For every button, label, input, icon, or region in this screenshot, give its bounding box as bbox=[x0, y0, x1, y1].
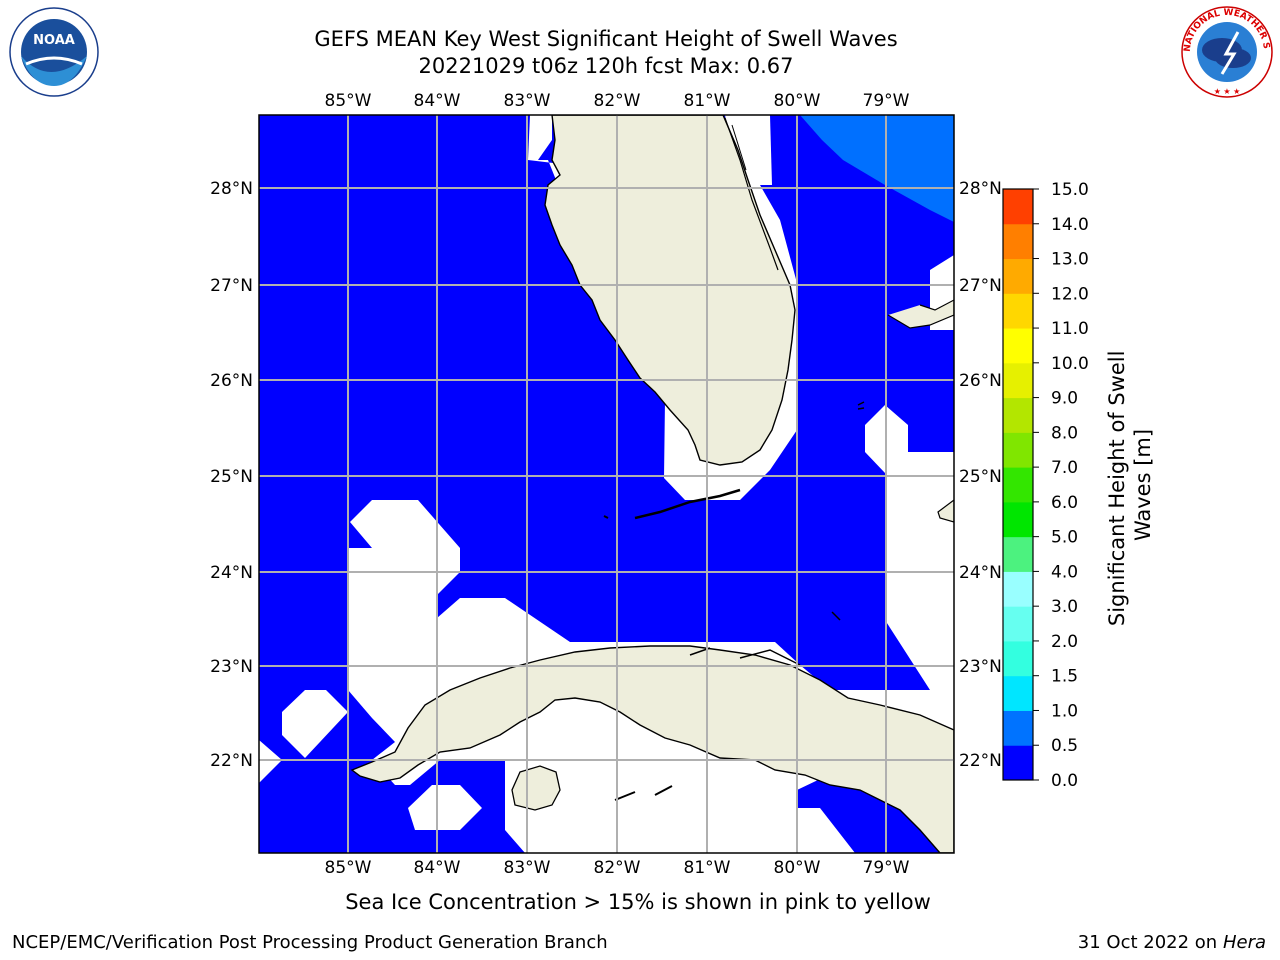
colorbar-segment bbox=[1003, 258, 1033, 294]
svg-text:★ ★ ★: ★ ★ ★ bbox=[1214, 87, 1241, 96]
colorbar-segment bbox=[1003, 571, 1033, 607]
colorbar-segment bbox=[1003, 606, 1033, 642]
cuba-land bbox=[350, 645, 954, 853]
map-title: GEFS MEAN Key West Significant Height of… bbox=[314, 27, 898, 51]
lon-label-top: 85°W bbox=[325, 91, 372, 111]
lat-label-left: 23°N bbox=[210, 657, 253, 677]
colorbar-tick-label: 10.0 bbox=[1051, 354, 1089, 374]
colorbar-segment bbox=[1003, 745, 1033, 781]
florida-land bbox=[544, 115, 796, 466]
colorbar-segment bbox=[1003, 640, 1033, 677]
lon-label-bottom: 85°W bbox=[325, 858, 372, 878]
colorbar-tick-label: 8.0 bbox=[1051, 423, 1078, 443]
colorbar-segment bbox=[1003, 710, 1033, 746]
map-subtitle: 20221029 t06z 120h fcst Max: 0.67 bbox=[418, 54, 794, 78]
nws-logo: NATIONAL WEATHER SERVICE ★ ★ ★ bbox=[1178, 4, 1273, 98]
lon-label-bottom: 84°W bbox=[414, 858, 461, 878]
colorbar-tick-label: 4.0 bbox=[1051, 562, 1078, 582]
footer-credit: NCEP/EMC/Verification Post Processing Pr… bbox=[12, 932, 608, 953]
footer-date-text: 31 Oct 2022 on bbox=[1077, 932, 1223, 953]
lon-label-bottom: 80°W bbox=[774, 858, 821, 878]
colorbar-segment bbox=[1003, 536, 1033, 572]
lon-label-top: 82°W bbox=[594, 91, 641, 111]
lon-label-bottom: 83°W bbox=[504, 858, 551, 878]
colorbar-segment bbox=[1003, 189, 1033, 225]
colorbar-segment bbox=[1003, 432, 1033, 468]
lat-label-right: 23°N bbox=[959, 657, 1002, 677]
lon-label-top: 80°W bbox=[774, 91, 821, 111]
colorbar-tick-label: 13.0 bbox=[1051, 250, 1089, 270]
lat-label-left: 26°N bbox=[210, 371, 253, 391]
lon-label-bottom: 82°W bbox=[594, 858, 641, 878]
colorbar-tick-label: 3.0 bbox=[1051, 597, 1078, 617]
graticule bbox=[259, 115, 954, 853]
colorbar bbox=[1002, 188, 1034, 781]
svg-text:Significant Height of Swell: Significant Height of Swell Waves [m] bbox=[1105, 344, 1155, 626]
lon-label-top: 83°W bbox=[504, 91, 551, 111]
colorbar-tick-label: 11.0 bbox=[1051, 319, 1089, 339]
colorbar-segment bbox=[1003, 501, 1033, 538]
lat-label-right: 28°N bbox=[959, 179, 1002, 199]
colorbar-tick-label: 9.0 bbox=[1051, 389, 1078, 409]
colorbar-tick-label: 5.0 bbox=[1051, 528, 1078, 548]
colorbar-label-line1: Significant Height of Swell bbox=[1105, 351, 1129, 627]
colorbar-ticks: 0.0 0.5 1.0 1.5 2.0 3.0 4.0 5.0 6.0 7.0 8.0 9.0 10.0… bbox=[1033, 180, 1089, 791]
florida-keys bbox=[634, 488, 741, 520]
colorbar-tick-label: 1.0 bbox=[1051, 701, 1078, 721]
colorbar-segment bbox=[1003, 328, 1033, 364]
colorbar-segment bbox=[1003, 467, 1033, 503]
colorbar-segment bbox=[1003, 362, 1033, 399]
colorbar-tick-label: 2.0 bbox=[1051, 632, 1078, 652]
ocean-swell-mid bbox=[800, 115, 954, 222]
footer-date: 31 Oct 2022 on Hera bbox=[1078, 932, 1266, 953]
lat-label-left: 28°N bbox=[210, 179, 253, 199]
colorbar-segment bbox=[1003, 223, 1033, 260]
lat-label-left: 27°N bbox=[210, 276, 253, 296]
isla-de-la-juventud bbox=[511, 765, 561, 811]
colorbar-tick-label: 12.0 bbox=[1051, 284, 1089, 304]
colorbar-label-line2: Waves [m] bbox=[1131, 429, 1155, 541]
lon-label-bottom: 79°W bbox=[863, 858, 910, 878]
sea-ice-footnote: Sea Ice Concentration > 15% is shown in … bbox=[345, 890, 931, 914]
colorbar-tick-label: 0.5 bbox=[1051, 736, 1078, 756]
map-area bbox=[259, 115, 954, 853]
lat-label-right: 26°N bbox=[959, 371, 1002, 391]
colorbar-tick-label: 15.0 bbox=[1051, 180, 1089, 200]
lon-label-top: 79°W bbox=[863, 91, 910, 111]
colorbar-tick-label: 7.0 bbox=[1051, 458, 1078, 478]
lat-label-right: 24°N bbox=[959, 563, 1002, 583]
colorbar-tick-label: 6.0 bbox=[1051, 493, 1078, 513]
map-frame bbox=[258, 114, 955, 854]
noaa-logo: NOAA bbox=[9, 7, 99, 97]
colorbar-frame bbox=[1002, 188, 1034, 781]
lat-label-right: 22°N bbox=[959, 751, 1002, 771]
lon-label-bottom: 81°W bbox=[684, 858, 731, 878]
lat-label-left: 25°N bbox=[210, 467, 253, 487]
lon-label-top: 81°W bbox=[684, 91, 731, 111]
lat-label-left: 24°N bbox=[210, 563, 253, 583]
lat-label-right: 25°N bbox=[959, 467, 1002, 487]
noaa-logo-text: NOAA bbox=[33, 33, 75, 48]
colorbar-tick-label: 14.0 bbox=[1051, 215, 1089, 235]
lat-label-left: 22°N bbox=[210, 751, 253, 771]
colorbar-segment bbox=[1003, 293, 1033, 329]
colorbar-segment bbox=[1003, 675, 1033, 711]
lon-label-top: 84°W bbox=[414, 91, 461, 111]
colorbar-tick-label: 0.0 bbox=[1051, 771, 1078, 791]
colorbar-tick-label: 1.5 bbox=[1051, 667, 1078, 687]
lat-label-right: 27°N bbox=[959, 276, 1002, 296]
footer-host: Hera bbox=[1222, 932, 1266, 953]
colorbar-segment bbox=[1003, 397, 1033, 433]
